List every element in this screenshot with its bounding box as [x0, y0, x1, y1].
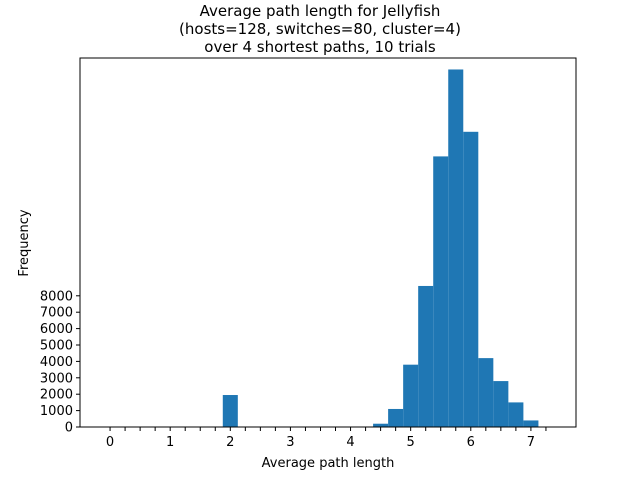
chart-title: Average path length for Jellyfish (hosts…: [179, 2, 461, 56]
x-tick-label-2: 2: [226, 435, 234, 450]
x-axis-ticks: 0 1 2 3 4 5 6 7: [106, 427, 547, 450]
x-tick-label-7: 7: [527, 435, 535, 450]
chart-title-line-3: over 4 shortest paths, 10 trials: [204, 38, 436, 56]
y-tick-label-1: 1000: [40, 404, 73, 419]
y-tick-label-0: 0: [65, 421, 73, 436]
histogram-bar-7: [463, 131, 479, 428]
x-tick-label-0: 0: [106, 435, 114, 450]
histogram-bar-10: [508, 402, 524, 427]
histogram-bar-3: [403, 364, 419, 427]
histogram-bar-8: [478, 358, 494, 427]
x-tick-label-6: 6: [467, 435, 475, 450]
x-tick-label-3: 3: [286, 435, 294, 450]
y-axis-label: Frequency: [17, 209, 32, 276]
bars-group: [222, 69, 539, 428]
y-tick-label-2: 2000: [40, 388, 73, 403]
plot-area-frame: [79, 57, 577, 428]
histogram-bar-0: [222, 395, 238, 427]
histogram-bar-2: [388, 408, 404, 427]
y-tick-label-5: 5000: [40, 339, 73, 354]
x-tick-label-5: 5: [407, 435, 415, 450]
x-tick-label-4: 4: [346, 435, 354, 450]
chart-title-line-2: (hosts=128, switches=80, cluster=4): [179, 20, 461, 38]
y-tick-label-3: 3000: [40, 371, 73, 386]
y-tick-label-7: 7000: [40, 306, 73, 321]
histogram-bar-11: [523, 420, 539, 427]
histogram-bar-1: [373, 423, 389, 427]
y-tick-label-4: 4000: [40, 355, 73, 370]
x-tick-label-1: 1: [166, 435, 174, 450]
y-tick-label-8: 8000: [40, 289, 73, 304]
histogram-bar-5: [433, 156, 449, 427]
histogram-bar-6: [448, 69, 464, 427]
y-tick-label-6: 6000: [40, 322, 73, 337]
histogram-bar-9: [493, 381, 509, 427]
x-axis-label: Average path length: [262, 456, 395, 471]
histogram-bar-4: [418, 285, 434, 427]
chart-title-line-1: Average path length for Jellyfish: [200, 2, 441, 20]
